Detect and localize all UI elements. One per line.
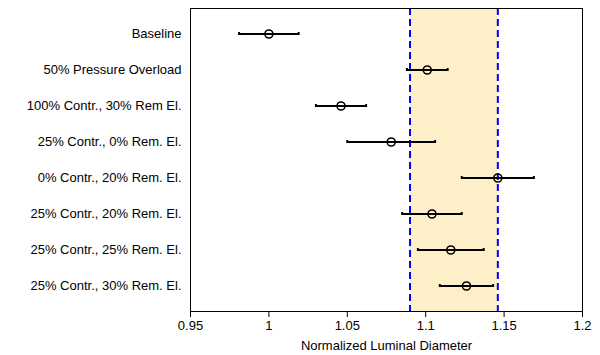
svg-text:25% Contr., 20% Rem. El.: 25% Contr., 20% Rem. El. [30, 206, 181, 221]
svg-text:Normalized Luminal Diameter: Normalized Luminal Diameter [301, 338, 473, 353]
svg-text:1: 1 [265, 318, 272, 333]
svg-text:100% Contr., 30% Rem El.: 100% Contr., 30% Rem El. [27, 98, 182, 113]
svg-text:1.15: 1.15 [491, 318, 516, 333]
svg-text:0.95: 0.95 [178, 318, 203, 333]
svg-text:25% Contr., 25% Rem. El.: 25% Contr., 25% Rem. El. [30, 242, 181, 257]
svg-text:1.05: 1.05 [335, 318, 360, 333]
svg-text:1.2: 1.2 [573, 318, 591, 333]
svg-text:50% Pressure Overload: 50% Pressure Overload [43, 62, 181, 77]
svg-text:1.1: 1.1 [417, 318, 435, 333]
svg-text:0% Contr., 20% Rem. El.: 0% Contr., 20% Rem. El. [38, 170, 182, 185]
svg-text:25% Contr., 30% Rem. El.: 25% Contr., 30% Rem. El. [30, 278, 181, 293]
svg-text:Baseline: Baseline [132, 26, 182, 41]
svg-text:25% Contr., 0% Rem. El.: 25% Contr., 0% Rem. El. [38, 134, 182, 149]
